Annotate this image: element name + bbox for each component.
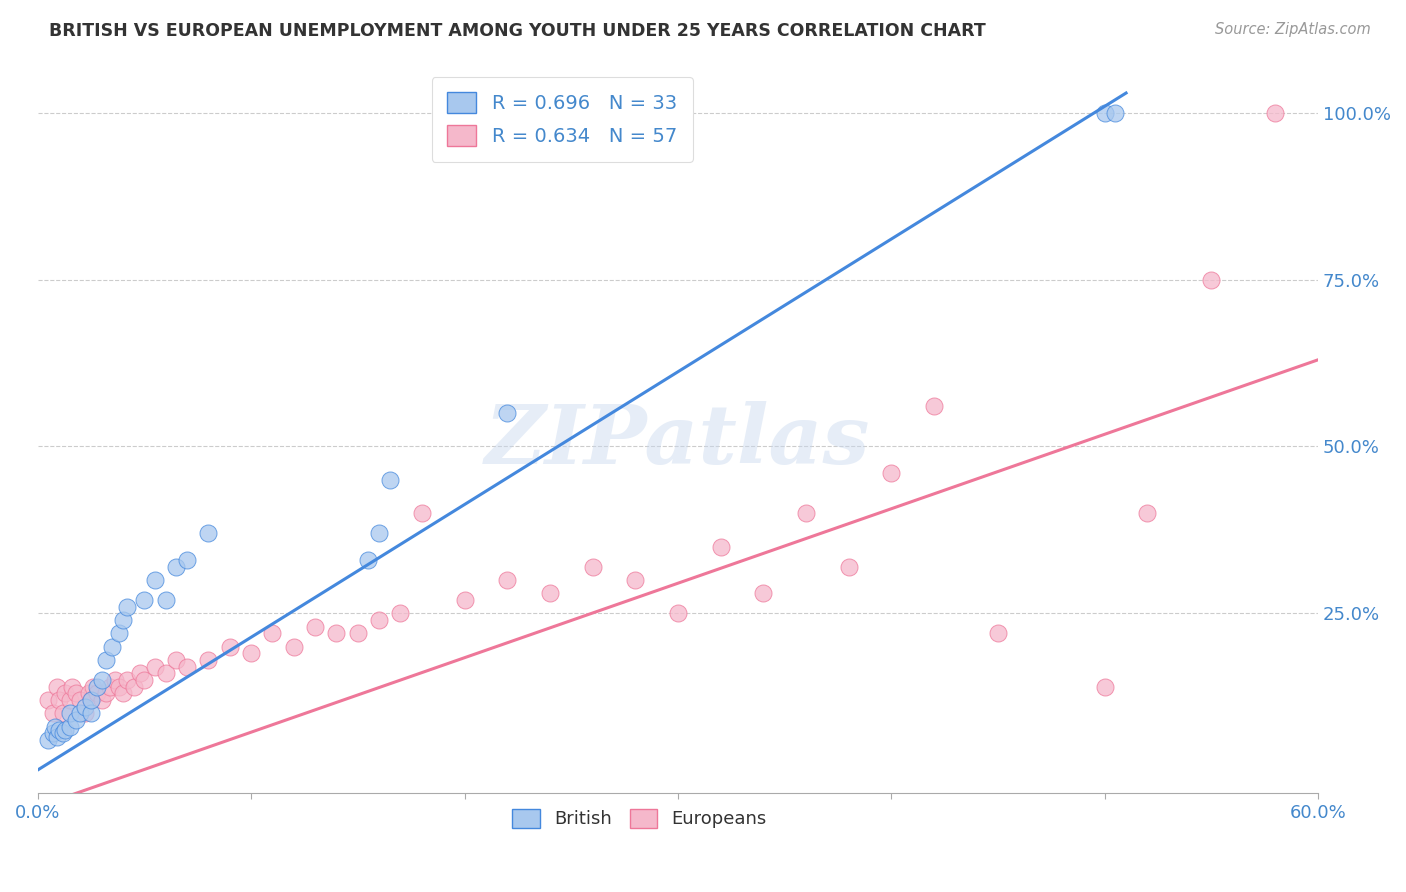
Point <box>44 720 66 734</box>
Point <box>357 553 380 567</box>
Point <box>838 559 860 574</box>
Point <box>82 680 104 694</box>
Point <box>107 680 129 694</box>
Point <box>710 540 733 554</box>
Point <box>155 593 177 607</box>
Point <box>98 680 121 694</box>
Point <box>52 706 75 721</box>
Point <box>59 706 82 721</box>
Point <box>45 730 67 744</box>
Point <box>165 559 187 574</box>
Point <box>581 559 603 574</box>
Point <box>37 693 59 707</box>
Point <box>122 680 145 694</box>
Point <box>48 723 70 737</box>
Point <box>1264 106 1286 120</box>
Point <box>325 626 347 640</box>
Point <box>197 653 219 667</box>
Point <box>624 573 647 587</box>
Point <box>112 686 135 700</box>
Point <box>52 726 75 740</box>
Point <box>37 733 59 747</box>
Point <box>134 593 156 607</box>
Point <box>107 626 129 640</box>
Point <box>453 593 475 607</box>
Point <box>496 573 519 587</box>
Point <box>880 466 903 480</box>
Point <box>134 673 156 687</box>
Point <box>283 640 305 654</box>
Point <box>69 693 91 707</box>
Point <box>41 726 63 740</box>
Text: Source: ZipAtlas.com: Source: ZipAtlas.com <box>1215 22 1371 37</box>
Point <box>304 619 326 633</box>
Point <box>346 626 368 640</box>
Point <box>60 680 83 694</box>
Point <box>59 720 82 734</box>
Point <box>143 659 166 673</box>
Point <box>90 673 112 687</box>
Point <box>1104 106 1126 120</box>
Point <box>143 573 166 587</box>
Text: BRITISH VS EUROPEAN UNEMPLOYMENT AMONG YOUTH UNDER 25 YEARS CORRELATION CHART: BRITISH VS EUROPEAN UNEMPLOYMENT AMONG Y… <box>49 22 986 40</box>
Text: ZIPatlas: ZIPatlas <box>485 401 870 481</box>
Point <box>1094 106 1116 120</box>
Point <box>103 673 125 687</box>
Point <box>112 613 135 627</box>
Point <box>794 506 817 520</box>
Point <box>48 693 70 707</box>
Point <box>987 626 1010 640</box>
Point <box>80 706 103 721</box>
Point <box>922 400 945 414</box>
Point <box>117 673 139 687</box>
Point <box>1136 506 1159 520</box>
Point <box>117 599 139 614</box>
Point <box>262 626 284 640</box>
Point <box>90 693 112 707</box>
Point <box>77 686 100 700</box>
Point <box>129 666 152 681</box>
Point <box>55 723 77 737</box>
Point <box>197 526 219 541</box>
Point <box>45 680 67 694</box>
Point <box>389 606 412 620</box>
Point <box>1201 273 1223 287</box>
Point <box>41 706 63 721</box>
Point <box>496 406 519 420</box>
Point <box>86 686 108 700</box>
Point <box>73 706 96 721</box>
Point <box>368 526 391 541</box>
Point <box>80 693 103 707</box>
Point <box>69 706 91 721</box>
Point <box>411 506 433 520</box>
Point <box>155 666 177 681</box>
Point <box>666 606 689 620</box>
Point <box>752 586 775 600</box>
Point <box>94 686 117 700</box>
Point <box>73 699 96 714</box>
Point <box>218 640 240 654</box>
Point <box>538 586 561 600</box>
Point <box>176 659 198 673</box>
Point <box>86 680 108 694</box>
Point <box>94 653 117 667</box>
Point <box>65 713 87 727</box>
Point <box>368 613 391 627</box>
Point <box>1094 680 1116 694</box>
Point <box>65 686 87 700</box>
Point <box>165 653 187 667</box>
Legend: British, Europeans: British, Europeans <box>505 801 773 836</box>
Point <box>59 693 82 707</box>
Point <box>80 693 103 707</box>
Point <box>378 473 401 487</box>
Point <box>240 646 263 660</box>
Point <box>101 640 124 654</box>
Point <box>55 686 77 700</box>
Point <box>176 553 198 567</box>
